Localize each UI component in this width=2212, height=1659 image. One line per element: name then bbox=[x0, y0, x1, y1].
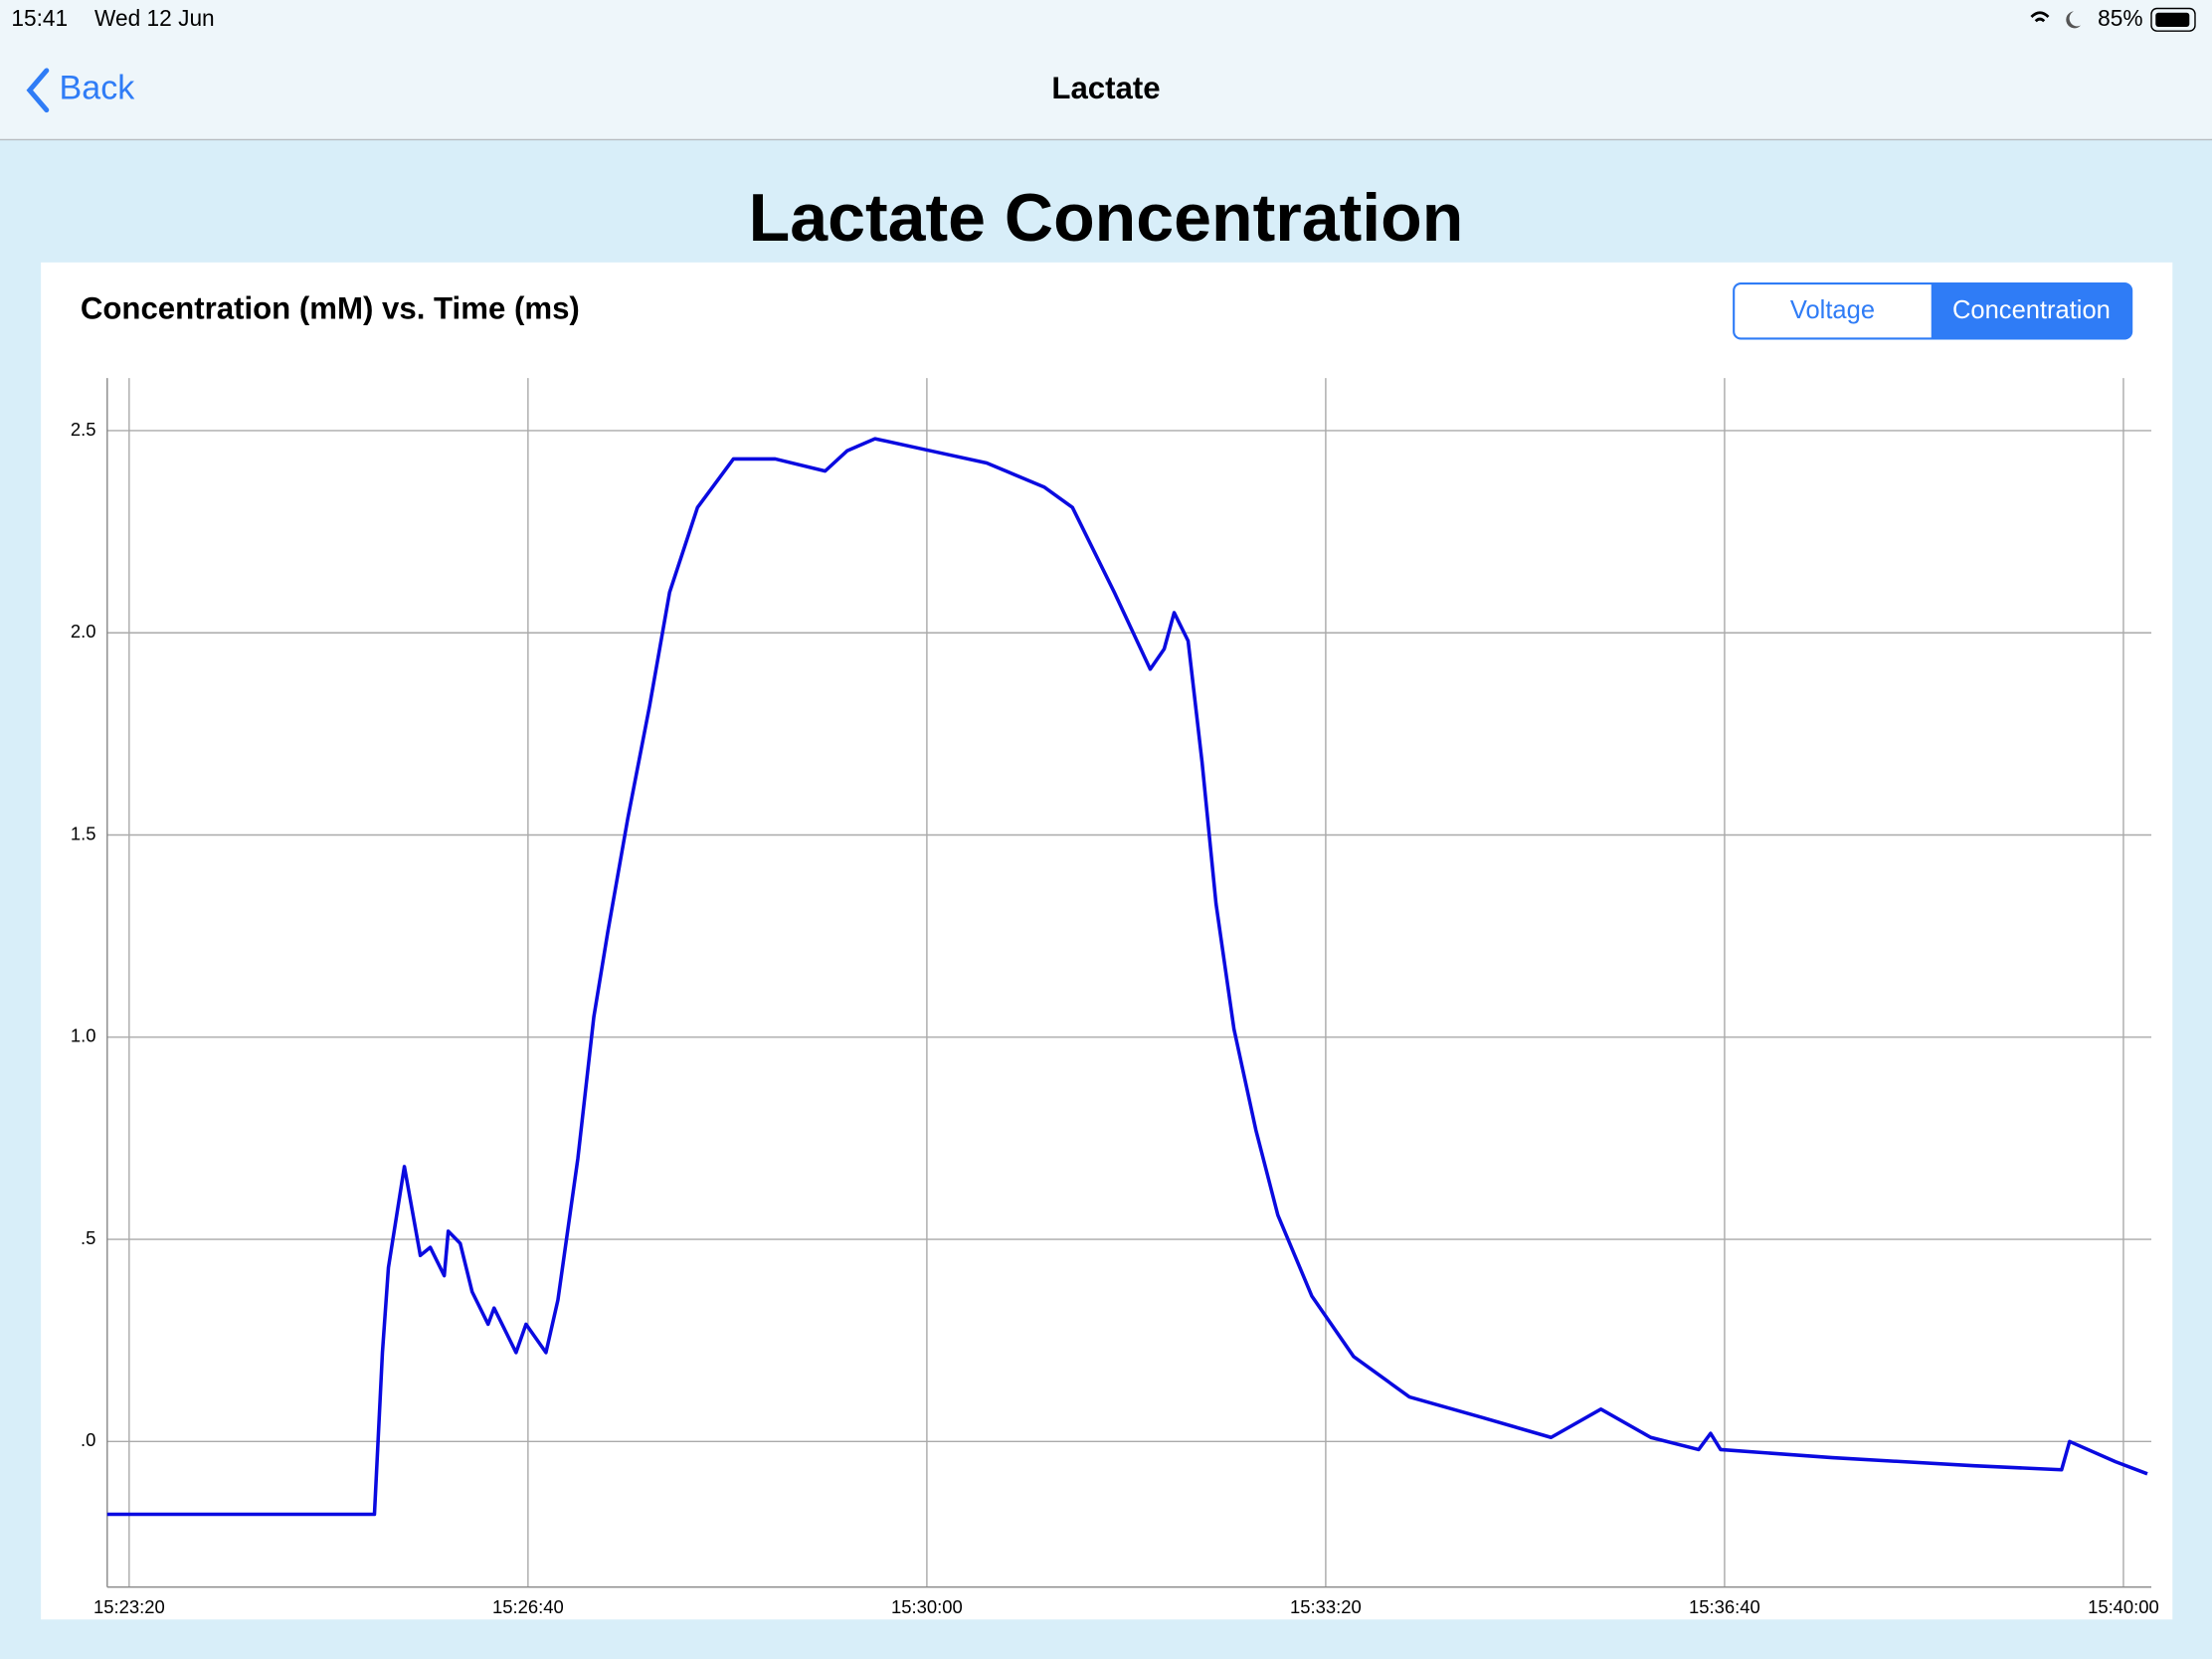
back-label[interactable]: Back bbox=[60, 70, 136, 107]
status-date: Wed 12 Jun bbox=[94, 5, 215, 31]
x-tick-label: 15:40:00 bbox=[2088, 1596, 2159, 1617]
back-button[interactable]: Back bbox=[26, 68, 136, 113]
page-heading: Lactate Concentration bbox=[749, 180, 1464, 256]
chart-panel bbox=[41, 262, 2173, 1620]
x-tick-label: 15:23:20 bbox=[93, 1596, 165, 1617]
battery-level bbox=[2155, 12, 2190, 27]
battery-percent: 85% bbox=[2098, 5, 2142, 31]
data-line bbox=[106, 437, 2148, 1517]
y-tick-label: 2.0 bbox=[71, 621, 96, 642]
y-tick-label: .5 bbox=[81, 1227, 95, 1248]
x-tick-label: 15:33:20 bbox=[1290, 1596, 1362, 1617]
nav-bar bbox=[0, 0, 2212, 140]
x-tick-label: 15:26:40 bbox=[492, 1596, 564, 1617]
segment-selected[interactable] bbox=[1931, 283, 2132, 339]
plot: 2.5 2.0 1.5 1.0 .5 .0 15:23:20 15:26:40 15:30:00… bbox=[71, 378, 2159, 1617]
segment-voltage[interactable]: Voltage bbox=[1790, 296, 1875, 324]
battery-icon bbox=[2150, 7, 2196, 32]
segment-concentration[interactable]: Concentration bbox=[1952, 296, 2111, 324]
wifi-icon bbox=[2030, 11, 2050, 23]
x-tick-label: 15:36:40 bbox=[1689, 1596, 1760, 1617]
moon-icon bbox=[2066, 11, 2082, 29]
chart-title: Concentration (mM) vs. Time (ms) bbox=[81, 290, 580, 325]
nav-title: Lactate bbox=[1051, 71, 1160, 105]
segmented-control[interactable]: Voltage Concentration bbox=[1733, 282, 2133, 340]
y-tick-label: 1.0 bbox=[71, 1025, 96, 1046]
x-tick-label: 15:30:00 bbox=[891, 1596, 963, 1617]
back-chevron[interactable] bbox=[26, 68, 50, 113]
y-tick-label: .0 bbox=[81, 1429, 95, 1450]
y-tick-label: 2.5 bbox=[71, 419, 96, 440]
status-time: 15:41 bbox=[11, 5, 68, 31]
y-tick-label: 1.5 bbox=[71, 823, 96, 843]
